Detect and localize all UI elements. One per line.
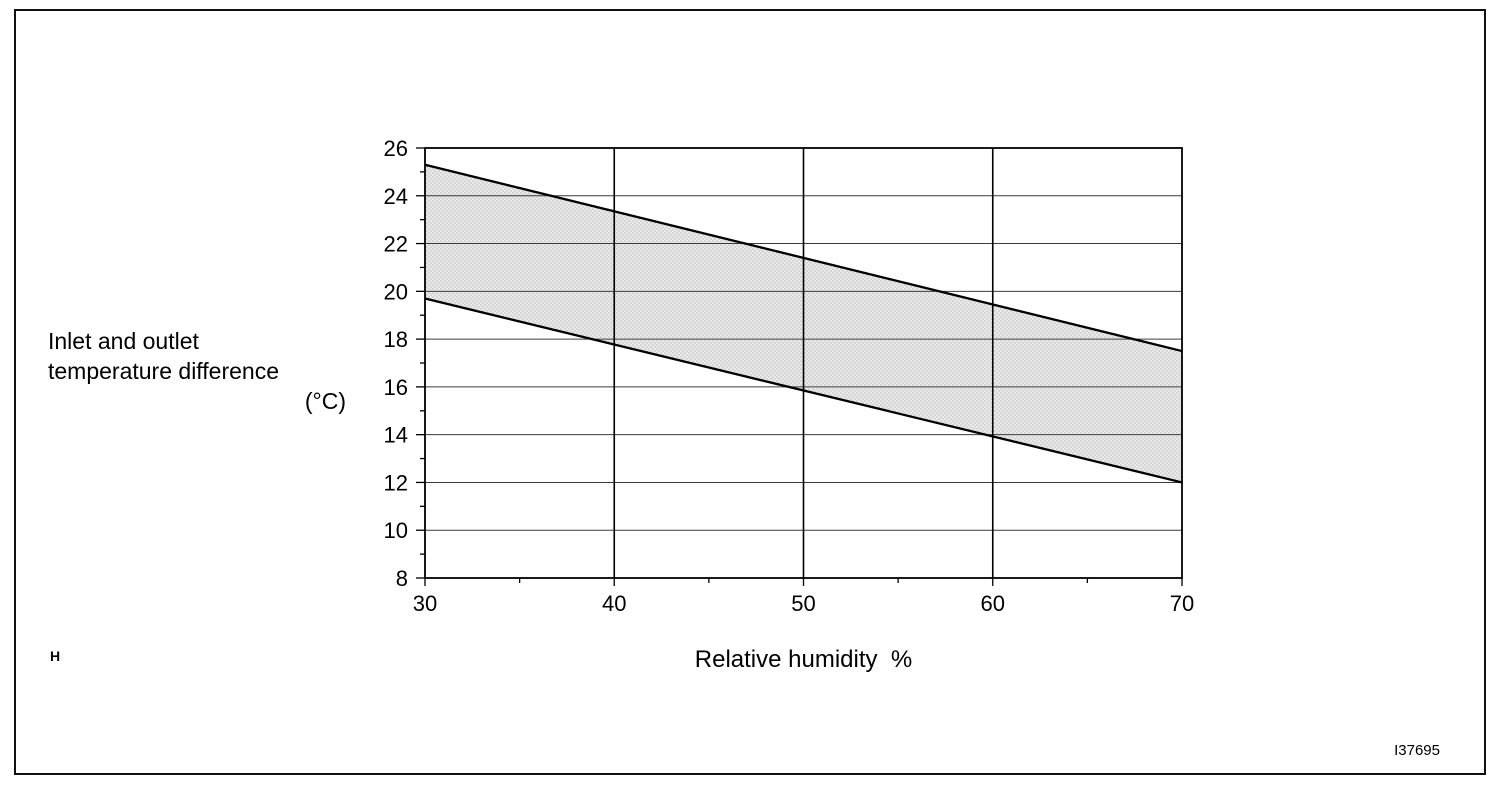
figure-border — [14, 9, 1486, 775]
y-tick-label: 14 — [384, 423, 408, 448]
x-tick-label: 40 — [602, 591, 626, 616]
y-axis-label-line2: temperature difference — [48, 358, 279, 384]
upper-limit-line — [424, 163, 1183, 353]
y-tick-label: 22 — [384, 232, 408, 257]
y-axis-label-line1: Inlet and outlet — [48, 328, 199, 354]
y-axis-label: Inlet and outlet temperature difference … — [48, 326, 350, 416]
y-tick-label: 12 — [384, 470, 408, 495]
page-marker-h: H — [50, 648, 61, 664]
y-tick-label: 24 — [384, 184, 408, 209]
x-axis-label: Relative humidity % — [694, 646, 913, 673]
x-tick-label: 50 — [791, 591, 815, 616]
y-tick-label: 26 — [384, 136, 408, 161]
x-tick-label: 70 — [1170, 591, 1194, 616]
x-tick-label: 30 — [413, 591, 437, 616]
y-tick-label: 18 — [384, 327, 408, 352]
y-axis-unit: (°C) — [304, 388, 346, 414]
y-tick-label: 16 — [384, 375, 408, 400]
x-tick-label: 60 — [981, 591, 1005, 616]
plot-frame — [424, 147, 1183, 579]
y-tick-label: 10 — [384, 518, 408, 543]
y-tick-label: 8 — [396, 566, 408, 591]
y-tick-label: 20 — [384, 279, 408, 304]
figure-number: I37695 — [1394, 742, 1440, 759]
lower-limit-line — [424, 297, 1183, 484]
